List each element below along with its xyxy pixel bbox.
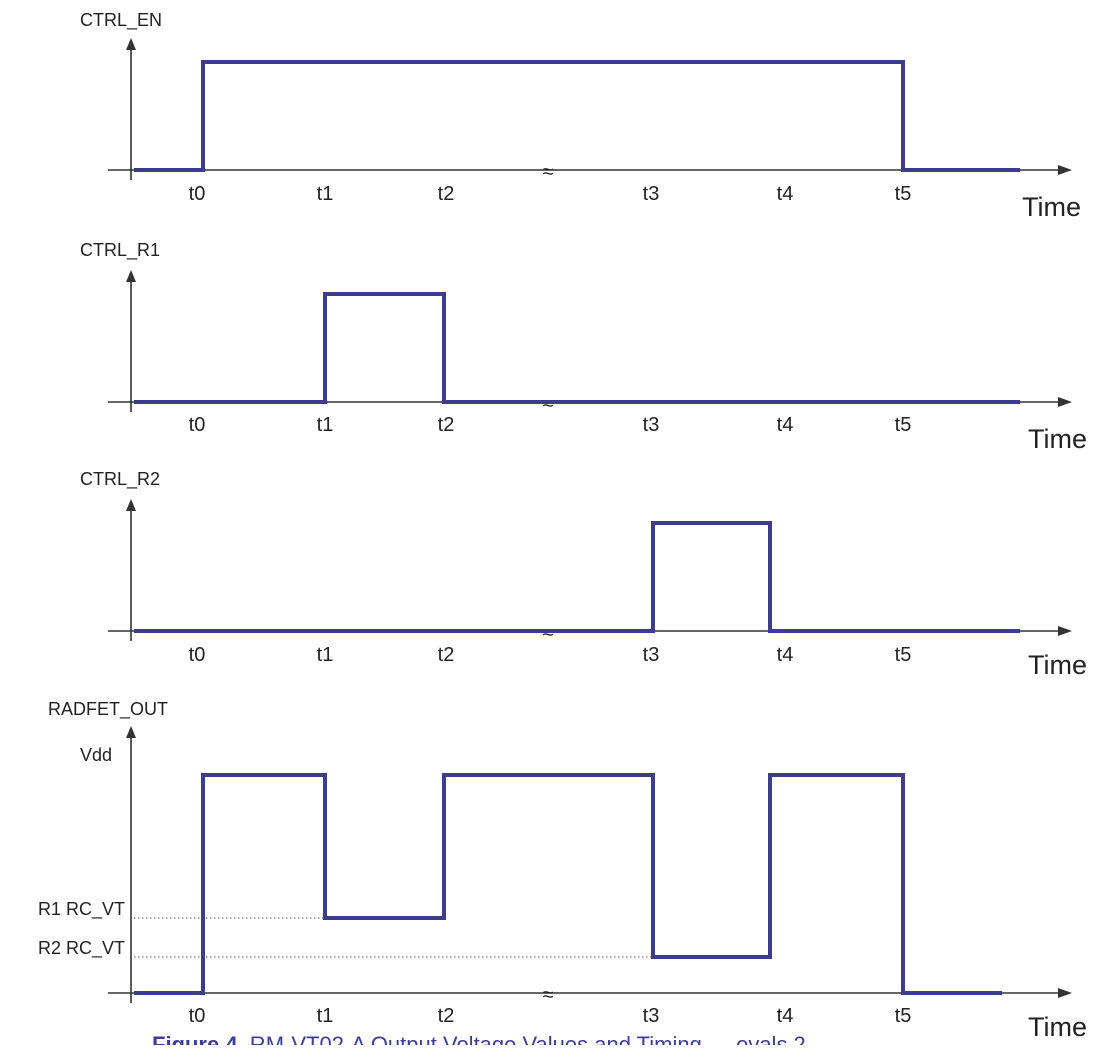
tick-label-t0: t0 xyxy=(189,414,206,436)
tick-label-t2: t2 xyxy=(438,414,455,436)
vdd-level-label: Vdd xyxy=(80,745,112,765)
axis-break-icon: ≈ xyxy=(543,161,554,183)
tick-label-t1: t1 xyxy=(317,644,334,666)
x-axis-arrow-icon xyxy=(1058,988,1072,998)
figure-caption-label: Figure 4 xyxy=(152,1032,238,1045)
tick-label-t3: t3 xyxy=(643,644,660,666)
tick-label-t0: t0 xyxy=(189,644,206,666)
tick-label-t0: t0 xyxy=(189,183,206,205)
x-axis-arrow-icon xyxy=(1058,626,1072,636)
r1-rc-vt-level-label: R1 RC_VT xyxy=(38,899,125,920)
x-axis-arrow-icon xyxy=(1058,165,1072,175)
signal-waveform xyxy=(134,292,1020,404)
tick-label-t3: t3 xyxy=(643,183,660,205)
time-axis-label: Time xyxy=(1028,1012,1087,1042)
figure-caption-text: . RM-VT02-A Output Voltage Values and Ti… xyxy=(238,1032,806,1045)
signal-label: CTRL_EN xyxy=(80,10,162,31)
y-axis-arrow-icon xyxy=(126,499,136,511)
timing-panel-ctrl-en: ≈ CTRL_EN t0 t1 t2 t3 t4 t5 Time xyxy=(80,10,1081,222)
tick-label-t5: t5 xyxy=(895,644,912,666)
tick-label-t2: t2 xyxy=(438,1005,455,1027)
time-axis-label: Time xyxy=(1028,650,1087,680)
tick-label-t4: t4 xyxy=(777,414,794,436)
tick-label-t2: t2 xyxy=(438,644,455,666)
timing-panel-radfet-out: ≈ RADFET_OUT t0 t1 t2 t3 t4 t5 Time Vdd R1 RC_VT R2… xyxy=(38,699,1087,1042)
r2-rc-vt-level-label: R2 RC_VT xyxy=(38,938,125,959)
tick-label-t4: t4 xyxy=(777,1005,794,1027)
tick-label-t4: t4 xyxy=(777,644,794,666)
figure-caption: Figure 4. RM-VT02-A Output Voltage Value… xyxy=(152,1032,806,1045)
y-axis-arrow-icon xyxy=(126,270,136,282)
tick-label-t5: t5 xyxy=(895,1005,912,1027)
signal-label: CTRL_R2 xyxy=(80,469,160,490)
tick-label-t3: t3 xyxy=(643,414,660,436)
tick-label-t1: t1 xyxy=(317,183,334,205)
tick-label-t2: t2 xyxy=(438,183,455,205)
tick-label-t5: t5 xyxy=(895,183,912,205)
tick-label-t0: t0 xyxy=(189,1005,206,1027)
tick-label-t5: t5 xyxy=(895,414,912,436)
signal-label: CTRL_R1 xyxy=(80,240,160,261)
axis-break-icon: ≈ xyxy=(543,984,554,1006)
signal-waveform xyxy=(134,60,1020,172)
y-axis-arrow-icon xyxy=(126,726,136,738)
tick-label-t4: t4 xyxy=(777,183,794,205)
time-axis-label: Time xyxy=(1022,192,1081,222)
signal-label: RADFET_OUT xyxy=(48,699,168,720)
tick-label-t1: t1 xyxy=(317,1005,334,1027)
y-axis-arrow-icon xyxy=(126,38,136,50)
signal-waveform xyxy=(134,773,1002,995)
x-axis-arrow-icon xyxy=(1058,397,1072,407)
tick-label-t3: t3 xyxy=(643,1005,660,1027)
signal-waveform xyxy=(134,521,1020,633)
time-axis-label: Time xyxy=(1028,424,1087,454)
tick-label-t1: t1 xyxy=(317,414,334,436)
